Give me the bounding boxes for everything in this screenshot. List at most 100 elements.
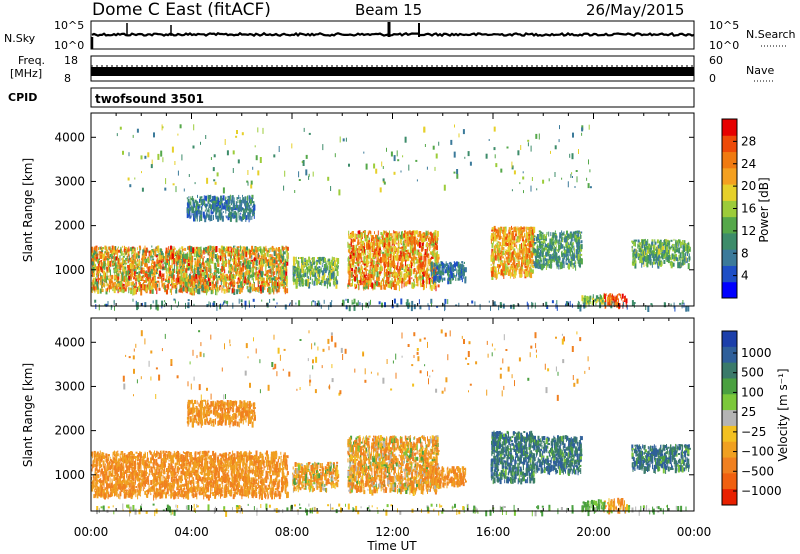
- range-gate-cell: [360, 266, 363, 271]
- range-gate-cell: [368, 233, 370, 235]
- range-gate-cell: [238, 277, 240, 280]
- range-gate-cell: [136, 261, 138, 267]
- range-gate-cell: [105, 263, 107, 266]
- range-gate-cell: [306, 280, 309, 287]
- range-gate-cell: [184, 247, 187, 251]
- range-gate-cell: [503, 273, 505, 279]
- range-gate-cell: [384, 258, 387, 265]
- range-gate-cell: [165, 268, 167, 273]
- range-gate-cell: [408, 252, 411, 258]
- range-gate-cell: [412, 247, 414, 250]
- range-gate-cell: [217, 284, 219, 291]
- range-gate-cell: [277, 277, 280, 280]
- range-gate-cell: [392, 274, 393, 277]
- range-gate-cell: [255, 249, 258, 253]
- range-gate-cell: [116, 275, 118, 279]
- range-gate-cell: [235, 266, 238, 273]
- range-gate-cell: [237, 285, 240, 288]
- range-gate-cell: [418, 270, 421, 275]
- range-gate-cell: [110, 278, 113, 284]
- range-gate-cell: [398, 276, 401, 281]
- range-gate-cell: [514, 233, 517, 237]
- range-gate-cell: [234, 245, 236, 248]
- range-gate-cell: [384, 258, 386, 262]
- range-gate-cell: [354, 233, 357, 240]
- range-gate-cell: [505, 256, 507, 260]
- range-gate-cell: [372, 255, 374, 262]
- range-gate-cell: [136, 253, 138, 259]
- range-gate-cell: [373, 249, 376, 253]
- range-gate-cell: [193, 275, 196, 281]
- range-gate-cell: [314, 265, 316, 270]
- cpid-panel: CPID twofsound 3501: [8, 87, 695, 108]
- range-gate-cell: [397, 247, 400, 254]
- range-gate-cell: [144, 285, 146, 292]
- range-gate-cell: [404, 230, 406, 233]
- range-gate-cell: [432, 238, 434, 244]
- range-gate-cell: [493, 263, 495, 268]
- range-gate-cell: [109, 249, 112, 253]
- range-gate-cell: [458, 264, 461, 267]
- range-gate-cell: [280, 266, 282, 273]
- range-gate-cell: [229, 260, 231, 266]
- range-gate-cell: [110, 269, 111, 276]
- range-gate-cell: [396, 242, 398, 245]
- range-gate-cell: [508, 227, 511, 233]
- range-gate-cell: [142, 278, 144, 281]
- range-gate-cell: [361, 237, 363, 239]
- range-gate-cell: [498, 247, 501, 253]
- range-gate-cell: [206, 248, 209, 251]
- range-gate-cell: [305, 262, 307, 265]
- range-gate-cell: [308, 282, 311, 289]
- range-gate-cell: [273, 259, 276, 264]
- freq-label-line1: Freq.: [18, 54, 45, 67]
- range-gate-cell: [104, 245, 107, 250]
- range-gate-cell: [375, 280, 378, 286]
- range-gate-cell: [352, 251, 355, 254]
- range-gate-cell: [420, 256, 423, 260]
- range-gate-cell: [404, 259, 406, 262]
- range-gate-cell: [275, 265, 278, 268]
- range-gate-cell: [249, 274, 252, 278]
- range-gate-cell: [350, 283, 353, 285]
- range-gate-cell: [301, 257, 303, 263]
- range-gate-cell: [259, 276, 261, 279]
- range-gate-cell: [367, 235, 369, 238]
- range-gate-cell: [211, 273, 213, 279]
- range-gate-cell: [453, 269, 456, 271]
- range-gate-cell: [210, 289, 213, 295]
- range-gate-cell: [156, 246, 158, 252]
- range-gate-cell: [407, 254, 408, 257]
- range-gate-cell: [199, 270, 202, 273]
- range-gate-cell: [120, 246, 122, 251]
- range-gate-cell: [451, 277, 453, 281]
- range-gate-cell: [120, 264, 122, 270]
- range-gate-cell: [124, 288, 127, 292]
- range-gate-cell: [251, 266, 253, 269]
- range-gate-cell: [380, 284, 383, 290]
- range-gate-cell: [363, 250, 365, 255]
- range-gate-cell: [109, 274, 111, 279]
- range-gate-cell: [497, 241, 499, 246]
- range-gate-cell: [196, 256, 199, 262]
- range-gate-cell: [379, 257, 382, 264]
- range-gate-cell: [231, 284, 233, 287]
- range-gate-cell: [424, 249, 426, 253]
- range-gate-cell: [135, 278, 137, 282]
- range-gate-cell: [170, 252, 173, 257]
- range-gate-cell: [161, 274, 164, 277]
- range-gate-cell: [302, 274, 305, 278]
- range-gate-cell: [398, 239, 400, 245]
- range-gate-cell: [206, 262, 208, 267]
- range-gate-cell: [348, 244, 351, 250]
- range-gate-cell: [160, 258, 163, 264]
- range-gate-cell: [312, 268, 315, 275]
- range-gate-cell: [265, 271, 267, 276]
- range-gate-cell: [495, 250, 496, 257]
- range-gate-cell: [283, 247, 286, 251]
- range-gate-cell: [116, 273, 118, 276]
- range-gate-cell: [381, 243, 383, 247]
- range-gate-cell: [364, 256, 365, 258]
- range-gate-cell: [253, 278, 254, 284]
- range-gate-cell: [435, 251, 437, 257]
